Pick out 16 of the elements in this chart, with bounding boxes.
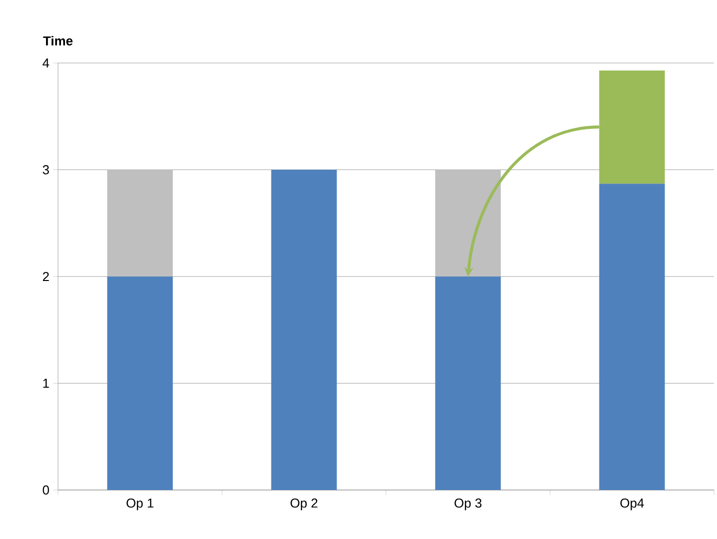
y-tick-label: 2 <box>42 272 49 282</box>
x-tick-label: Op 2 <box>290 498 318 510</box>
bar <box>107 276 173 490</box>
bar <box>599 184 665 490</box>
y-tick-label: 4 <box>42 58 50 68</box>
y-axis-title: Time <box>43 36 73 46</box>
x-tick-label: Op 1 <box>126 498 154 510</box>
x-tick-label: Op4 <box>620 498 644 510</box>
bar <box>435 170 501 276</box>
bar <box>271 170 337 490</box>
y-tick-label: 1 <box>43 378 49 388</box>
y-tick-label: 3 <box>42 165 49 174</box>
bar <box>435 276 501 490</box>
bar <box>107 170 173 276</box>
y-tick-label: 0 <box>42 485 49 495</box>
x-tick-label: Op 3 <box>454 498 482 510</box>
